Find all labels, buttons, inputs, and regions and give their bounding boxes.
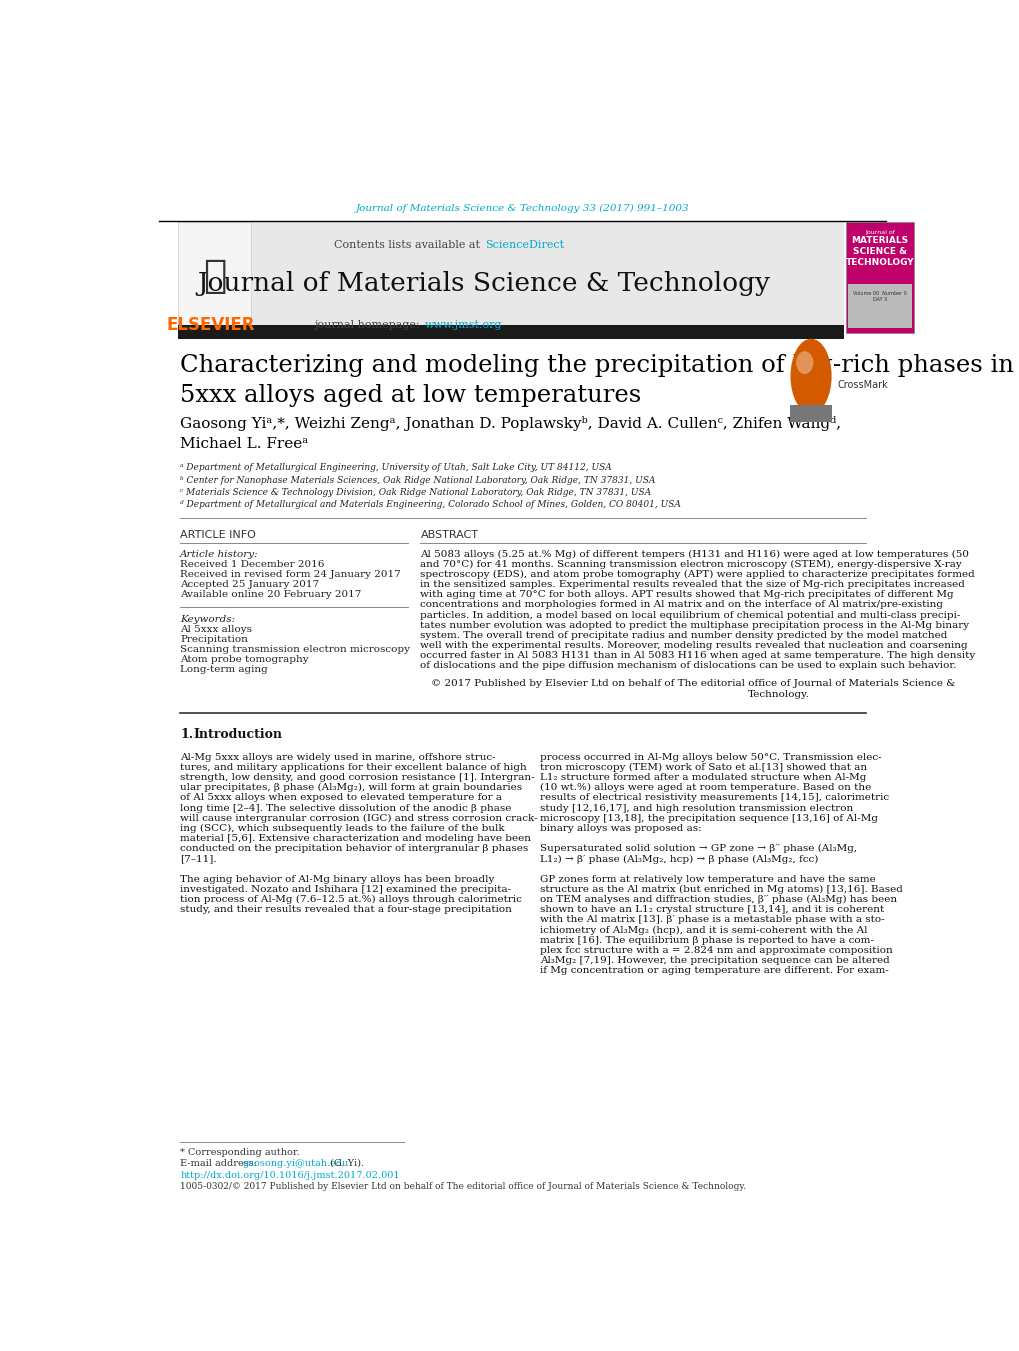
Text: The aging behavior of Al-Mg binary alloys has been broadly: The aging behavior of Al-Mg binary alloy…: [180, 875, 494, 884]
Text: 1005-0302/© 2017 Published by Elsevier Ltd on behalf of The editorial office of : 1005-0302/© 2017 Published by Elsevier L…: [180, 1182, 746, 1190]
Ellipse shape: [790, 339, 830, 413]
Text: ichiometry of Al₃Mg₂ (hcp), and it is semi-coherent with the Al: ichiometry of Al₃Mg₂ (hcp), and it is se…: [539, 925, 866, 935]
Text: on TEM analyses and diffraction studies, β′′ phase (Al₃Mg) has been: on TEM analyses and diffraction studies,…: [539, 896, 896, 904]
Text: ing (SCC), which subsequently leads to the failure of the bulk: ing (SCC), which subsequently leads to t…: [180, 824, 504, 834]
Text: CrossMark: CrossMark: [837, 380, 887, 389]
Text: GP zones form at relatively low temperature and have the same: GP zones form at relatively low temperat…: [539, 875, 874, 884]
Text: tures, and military applications for their excellent balance of high: tures, and military applications for the…: [180, 763, 527, 771]
Text: tron microscopy (TEM) work of Sato et al.[13] showed that an: tron microscopy (TEM) work of Sato et al…: [539, 763, 866, 771]
Text: Keywords:: Keywords:: [180, 615, 235, 624]
Text: ScienceDirect: ScienceDirect: [484, 240, 564, 250]
FancyBboxPatch shape: [177, 222, 844, 334]
Text: results of electrical resistivity measurements [14,15], calorimetric: results of electrical resistivity measur…: [539, 793, 888, 802]
Text: material [5,6]. Extensive characterization and modeling have been: material [5,6]. Extensive characterizati…: [180, 834, 531, 843]
Text: plex fcc structure with a = 2.824 nm and approximate composition: plex fcc structure with a = 2.824 nm and…: [539, 946, 892, 955]
Text: 🌳: 🌳: [203, 257, 226, 295]
Text: microscopy [13,18], the precipitation sequence [13,16] of Al-Mg: microscopy [13,18], the precipitation se…: [539, 813, 877, 823]
Text: Journal of Materials Science & Technology: Journal of Materials Science & Technolog…: [198, 270, 769, 296]
Text: ARTICLE INFO: ARTICLE INFO: [180, 530, 256, 540]
Text: (G. Yi).: (G. Yi).: [327, 1159, 364, 1167]
Text: Introduction: Introduction: [194, 728, 282, 740]
Text: Al₃Mg₂ [7,19]. However, the precipitation sequence can be altered: Al₃Mg₂ [7,19]. However, the precipitatio…: [539, 957, 889, 965]
Text: process occurred in Al-Mg alloys below 50°C. Transmission elec-: process occurred in Al-Mg alloys below 5…: [539, 753, 880, 762]
Text: spectroscopy (EDS), and atom probe tomography (APT) were applied to characterize: spectroscopy (EDS), and atom probe tomog…: [420, 570, 974, 580]
Text: 5xxx alloys aged at low temperatures: 5xxx alloys aged at low temperatures: [180, 384, 641, 407]
Text: ELSEVIER: ELSEVIER: [167, 316, 255, 334]
Text: conducted on the precipitation behavior of intergranular β phases: conducted on the precipitation behavior …: [180, 844, 528, 854]
Text: ABSTRACT: ABSTRACT: [420, 530, 478, 540]
Text: Accepted 25 January 2017: Accepted 25 January 2017: [180, 581, 319, 589]
Text: well with the experimental results. Moreover, modeling results revealed that nuc: well with the experimental results. More…: [420, 640, 967, 650]
Text: ᵇ Center for Nanophase Materials Sciences, Oak Ridge National Laboratory, Oak Ri: ᵇ Center for Nanophase Materials Science…: [180, 476, 655, 485]
Text: concentrations and morphologies formed in Al matrix and on the interface of Al m: concentrations and morphologies formed i…: [420, 600, 943, 609]
Text: of Al 5xxx alloys when exposed to elevated temperature for a: of Al 5xxx alloys when exposed to elevat…: [180, 793, 501, 802]
FancyBboxPatch shape: [845, 222, 913, 334]
Text: will cause intergranular corrosion (IGC) and stress corrosion crack-: will cause intergranular corrosion (IGC)…: [180, 813, 537, 823]
Text: matrix [16]. The equilibrium β phase is reported to have a com-: matrix [16]. The equilibrium β phase is …: [539, 936, 873, 944]
Text: Michael L. Freeᵃ: Michael L. Freeᵃ: [180, 436, 308, 451]
Text: Technology.: Technology.: [747, 690, 809, 698]
Text: binary alloys was proposed as:: binary alloys was proposed as:: [539, 824, 701, 834]
Text: Al 5xxx alloys: Al 5xxx alloys: [180, 626, 252, 634]
Text: L1₂ structure formed after a modulated structure when Al-Mg: L1₂ structure formed after a modulated s…: [539, 773, 865, 782]
Text: Received 1 December 2016: Received 1 December 2016: [180, 561, 324, 569]
Text: Available online 20 February 2017: Available online 20 February 2017: [180, 590, 361, 600]
Text: occurred faster in Al 5083 H131 than in Al 5083 H116 when aged at same temperatu: occurred faster in Al 5083 H131 than in …: [420, 651, 975, 661]
Text: Journal of Materials Science & Technology 33 (2017) 991–1003: Journal of Materials Science & Technolog…: [356, 204, 689, 213]
Text: in the sensitized samples. Experimental results revealed that the size of Mg-ric: in the sensitized samples. Experimental …: [420, 580, 964, 589]
Text: Scanning transmission electron microscopy: Scanning transmission electron microscop…: [180, 644, 410, 654]
Text: 1.: 1.: [180, 728, 194, 740]
Text: shown to have an L1₂ crystal structure [13,14], and it is coherent: shown to have an L1₂ crystal structure […: [539, 905, 883, 915]
Text: of dislocations and the pipe diffusion mechanism of dislocations can be used to : of dislocations and the pipe diffusion m…: [420, 662, 956, 670]
Text: Gaosong Yiᵃ,*, Weizhi Zengᵃ, Jonathan D. Poplawskyᵇ, David A. Cullenᶜ, Zhifen Wa: Gaosong Yiᵃ,*, Weizhi Zengᵃ, Jonathan D.…: [180, 416, 841, 431]
Text: strength, low density, and good corrosion resistance [1]. Intergran-: strength, low density, and good corrosio…: [180, 773, 534, 782]
Text: Received in revised form 24 January 2017: Received in revised form 24 January 2017: [180, 570, 400, 580]
FancyBboxPatch shape: [177, 324, 844, 339]
Text: Article history:: Article history:: [180, 550, 259, 558]
FancyBboxPatch shape: [790, 405, 830, 422]
Text: gaosong.yi@utah.edu: gaosong.yi@utah.edu: [242, 1159, 348, 1167]
Text: ᵃ Department of Metallurgical Engineering, University of Utah, Salt Lake City, U: ᵃ Department of Metallurgical Engineerin…: [180, 463, 611, 473]
FancyBboxPatch shape: [848, 284, 911, 328]
Text: Al-Mg 5xxx alloys are widely used in marine, offshore struc-: Al-Mg 5xxx alloys are widely used in mar…: [180, 753, 495, 762]
Text: and 70°C) for 41 months. Scanning transmission electron microscopy (STEM), energ: and 70°C) for 41 months. Scanning transm…: [420, 559, 961, 569]
Text: study [12,16,17], and high resolution transmission electron: study [12,16,17], and high resolution tr…: [539, 804, 852, 813]
Text: if Mg concentration or aging temperature are different. For exam-: if Mg concentration or aging temperature…: [539, 966, 888, 975]
Text: http://dx.doi.org/10.1016/j.jmst.2017.02.001: http://dx.doi.org/10.1016/j.jmst.2017.02…: [180, 1171, 399, 1179]
Text: Characterizing and modeling the precipitation of Mg-rich phases in Al: Characterizing and modeling the precipit…: [180, 354, 1019, 377]
Text: Al 5083 alloys (5.25 at.% Mg) of different tempers (H131 and H116) were aged at : Al 5083 alloys (5.25 at.% Mg) of differe…: [420, 550, 968, 558]
Text: Contents lists available at: Contents lists available at: [334, 240, 484, 250]
FancyBboxPatch shape: [177, 222, 252, 331]
Text: investigated. Nozato and Ishihara [12] examined the precipita-: investigated. Nozato and Ishihara [12] e…: [180, 885, 511, 894]
Text: Volume 00  Number 0
DAY X: Volume 00 Number 0 DAY X: [852, 292, 906, 303]
Text: ular precipitates, β phase (Al₃Mg₂), will form at grain boundaries: ular precipitates, β phase (Al₃Mg₂), wil…: [180, 784, 522, 793]
Text: * Corresponding author.: * Corresponding author.: [180, 1148, 300, 1156]
Text: Atom probe tomography: Atom probe tomography: [180, 655, 309, 665]
Text: ᵈ Department of Metallurgical and Materials Engineering, Colorado School of Mine: ᵈ Department of Metallurgical and Materi…: [180, 500, 681, 509]
Text: journal homepage:: journal homepage:: [314, 320, 423, 331]
Text: particles. In addition, a model based on local equilibrium of chemical potential: particles. In addition, a model based on…: [420, 611, 960, 620]
Text: tates number evolution was adopted to predict the multiphase precipitation proce: tates number evolution was adopted to pr…: [420, 620, 969, 630]
Text: study, and their results revealed that a four-stage precipitation: study, and their results revealed that a…: [180, 905, 512, 915]
Text: Supersaturated solid solution → GP zone → β′′ phase (Al₃Mg,: Supersaturated solid solution → GP zone …: [539, 844, 856, 854]
Text: [7–11].: [7–11].: [180, 854, 217, 863]
Text: long time [2–4]. The selective dissolution of the anodic β phase: long time [2–4]. The selective dissoluti…: [180, 804, 512, 813]
Text: © 2017 Published by Elsevier Ltd on behalf of The editorial office of Journal of: © 2017 Published by Elsevier Ltd on beha…: [431, 680, 955, 688]
Text: www.jmst.org: www.jmst.org: [424, 320, 501, 331]
Text: system. The overall trend of precipitate radius and number density predicted by : system. The overall trend of precipitate…: [420, 631, 947, 640]
Text: ᶜ Materials Science & Technology Division, Oak Ridge National Laboratory, Oak Ri: ᶜ Materials Science & Technology Divisio…: [180, 488, 651, 497]
Ellipse shape: [795, 351, 812, 374]
Text: Journal of: Journal of: [864, 231, 894, 235]
Text: L1₂) → β′ phase (Al₃Mg₂, hcp) → β phase (Al₃Mg₂, fcc): L1₂) → β′ phase (Al₃Mg₂, hcp) → β phase …: [539, 854, 817, 863]
Text: tion process of Al-Mg (7.6–12.5 at.%) alloys through calorimetric: tion process of Al-Mg (7.6–12.5 at.%) al…: [180, 896, 522, 904]
Text: (10 wt.%) alloys were aged at room temperature. Based on the: (10 wt.%) alloys were aged at room tempe…: [539, 784, 870, 793]
Text: E-mail address:: E-mail address:: [180, 1159, 260, 1167]
Text: with aging time at 70°C for both alloys. APT results showed that Mg-rich precipi: with aging time at 70°C for both alloys.…: [420, 590, 953, 600]
Text: Precipitation: Precipitation: [180, 635, 248, 644]
Text: with the Al matrix [13]. β′ phase is a metastable phase with a sto-: with the Al matrix [13]. β′ phase is a m…: [539, 916, 883, 924]
Text: structure as the Al matrix (but enriched in Mg atoms) [13,16]. Based: structure as the Al matrix (but enriched…: [539, 885, 902, 894]
Text: Long-term aging: Long-term aging: [180, 665, 268, 674]
Text: MATERIALS
SCIENCE &
TECHNOLOGY: MATERIALS SCIENCE & TECHNOLOGY: [845, 236, 913, 267]
